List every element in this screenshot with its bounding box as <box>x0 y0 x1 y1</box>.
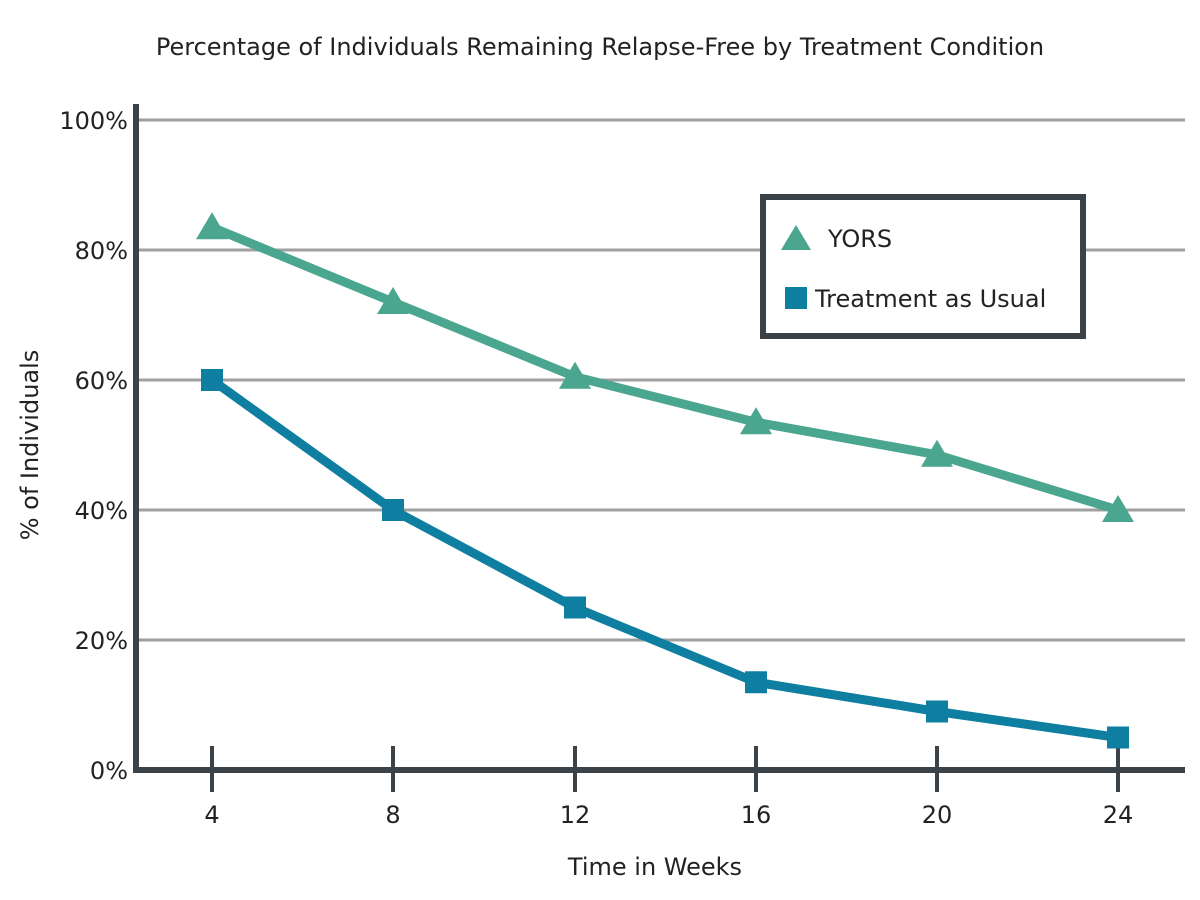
data-point-treatment-as-usual <box>201 369 223 391</box>
data-point-treatment-as-usual <box>1107 726 1129 749</box>
series-line-yors <box>207 222 1123 515</box>
legend-label-yors: YORS <box>827 225 892 253</box>
x-tick-label: 24 <box>1103 801 1134 829</box>
x-tick-label: 20 <box>922 801 953 829</box>
y-tick-label: 60% <box>75 367 128 395</box>
data-point-treatment-as-usual <box>564 596 586 619</box>
data-point-yors <box>921 439 953 467</box>
x-tick-label: 12 <box>560 801 591 829</box>
series-lines <box>207 222 1123 742</box>
y-tick-label: 20% <box>75 627 128 655</box>
data-point-yors <box>377 287 409 314</box>
y-axis-label: % of Individuals <box>16 350 44 541</box>
x-tick-label: 16 <box>741 801 772 829</box>
y-tick-label: 40% <box>75 497 128 525</box>
legend-label-treatment-as-usual: Treatment as Usual <box>814 285 1046 313</box>
y-tick-labels: 0% 20% 40% 60% 80% 100% <box>59 107 128 785</box>
data-point-treatment-as-usual <box>745 671 767 694</box>
data-point-yors <box>196 212 228 240</box>
x-tick-labels: 4 8 12 16 20 24 <box>204 801 1133 829</box>
y-tick-label: 0% <box>90 757 128 785</box>
x-tick-label: 4 <box>204 801 219 829</box>
x-tick-label: 8 <box>385 801 400 829</box>
chart-title: Percentage of Individuals Remaining Rela… <box>156 33 1044 61</box>
x-axis-label: Time in Weeks <box>567 853 742 881</box>
legend-marker-yors <box>781 225 811 250</box>
data-point-yors <box>559 361 591 389</box>
data-point-yors <box>1102 495 1134 522</box>
legend-marker-treatment-as-usual <box>785 287 807 309</box>
data-point-treatment-as-usual <box>926 700 948 723</box>
axes <box>133 104 1185 792</box>
series-line-treatment-as-usual <box>207 375 1123 742</box>
legend-box <box>760 194 1086 339</box>
y-tick-label: 80% <box>75 237 128 265</box>
data-point-treatment-as-usual <box>382 499 404 521</box>
series-markers <box>196 212 1134 749</box>
legend: YORS Treatment as Usual <box>760 194 1086 339</box>
y-tick-label: 100% <box>59 107 128 135</box>
data-point-yors <box>740 407 772 435</box>
